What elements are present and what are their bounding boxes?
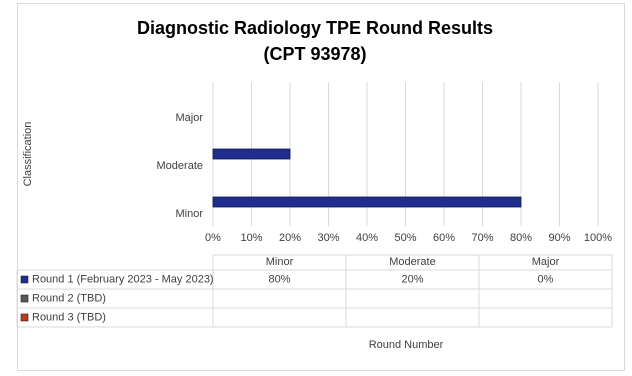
x-tick-label: 10%: [240, 232, 262, 244]
legend-swatch: [20, 294, 29, 303]
y-tick-label: Major: [175, 112, 203, 124]
table-header: Major: [532, 256, 560, 268]
table-header: Moderate: [389, 256, 435, 268]
table-value: 80%: [268, 273, 290, 285]
table-header: Minor: [266, 256, 294, 268]
legend-label: Round 3 (TBD): [32, 311, 106, 323]
x-tick-label: 80%: [510, 232, 532, 244]
x-tick-label: 70%: [471, 232, 493, 244]
x-tick-label: 30%: [317, 232, 339, 244]
bar: [212, 148, 291, 160]
x-tick-label: 100%: [584, 232, 612, 244]
x-tick-label: 40%: [356, 232, 378, 244]
x-tick-label: 50%: [394, 232, 416, 244]
legend-swatch: [20, 313, 29, 322]
chart-border: [17, 3, 625, 371]
y-tick-label: Minor: [175, 208, 203, 220]
x-tick-label: 90%: [548, 232, 570, 244]
y-tick-label: Moderate: [157, 160, 203, 172]
table-value: 20%: [401, 273, 423, 285]
legend-swatch: [20, 275, 29, 284]
chart-title: Diagnostic Radiology TPE Round Results: [137, 18, 493, 38]
legend-label: Round 2 (TBD): [32, 292, 106, 304]
y-axis-label: Classification: [22, 122, 34, 187]
legend-label: Round 1 (February 2023 - May 2023): [32, 273, 214, 285]
chart-subtitle: (CPT 93978): [263, 44, 366, 64]
x-tick-label: 0%: [205, 232, 221, 244]
x-tick-label: 20%: [279, 232, 301, 244]
table-value: 0%: [538, 273, 554, 285]
x-tick-label: 60%: [433, 232, 455, 244]
x-axis-label: Round Number: [369, 339, 444, 351]
bar: [212, 196, 522, 208]
